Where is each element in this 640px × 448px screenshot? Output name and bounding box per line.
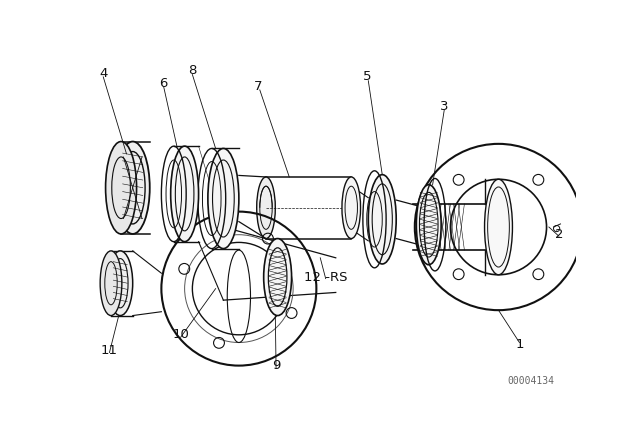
Text: 2: 2 — [555, 228, 563, 241]
Ellipse shape — [108, 251, 132, 315]
Ellipse shape — [342, 177, 360, 238]
Text: 12 -RS: 12 -RS — [304, 271, 348, 284]
Ellipse shape — [257, 177, 275, 238]
Text: 11: 11 — [101, 344, 118, 357]
Text: 3: 3 — [440, 99, 449, 112]
Ellipse shape — [106, 142, 136, 234]
Text: 4: 4 — [99, 66, 108, 79]
Text: 9: 9 — [272, 359, 280, 372]
Text: 00004134: 00004134 — [508, 376, 554, 386]
Text: 6: 6 — [159, 77, 168, 90]
Ellipse shape — [100, 251, 122, 315]
Text: 7: 7 — [254, 80, 262, 93]
Text: 1: 1 — [515, 338, 524, 351]
Ellipse shape — [264, 238, 292, 315]
Text: 10: 10 — [172, 328, 189, 341]
Ellipse shape — [208, 148, 239, 249]
Ellipse shape — [116, 142, 150, 234]
Ellipse shape — [417, 185, 441, 265]
Ellipse shape — [171, 146, 198, 241]
Text: 8: 8 — [188, 64, 196, 77]
Ellipse shape — [484, 179, 513, 275]
Text: 5: 5 — [362, 70, 371, 83]
Ellipse shape — [368, 175, 396, 264]
